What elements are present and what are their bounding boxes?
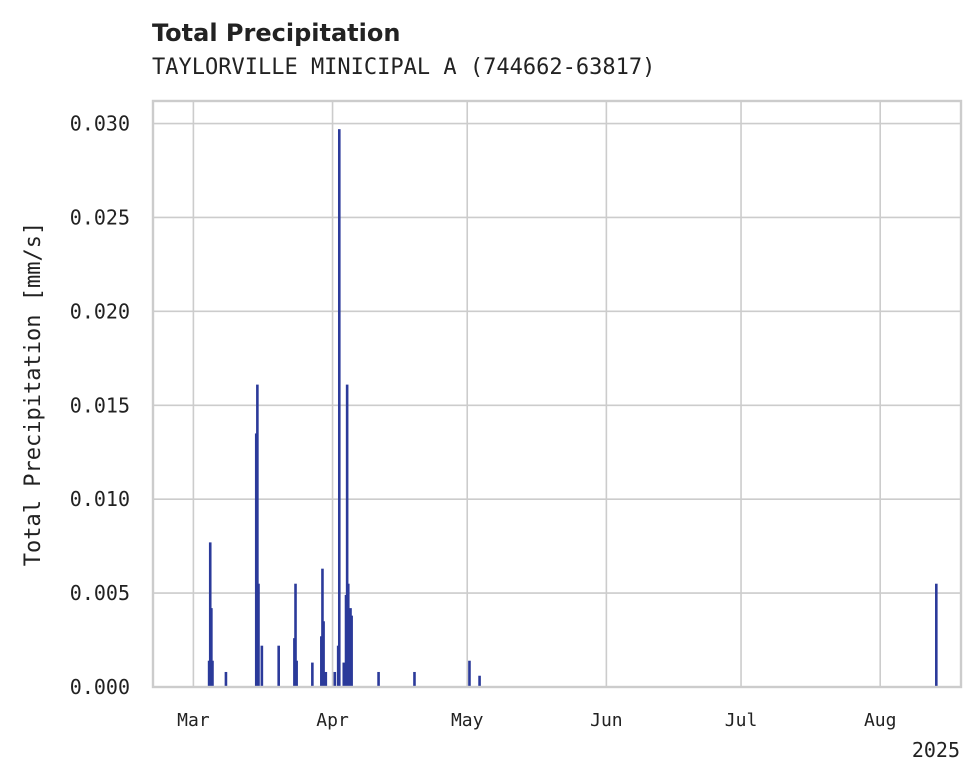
- precipitation-bar: [277, 645, 280, 687]
- precipitation-bar: [346, 583, 350, 687]
- precipitation-bar: [211, 660, 214, 687]
- precipitation-bar: [295, 660, 298, 687]
- grid-lines: [153, 101, 961, 688]
- x-tick-label: Jul: [725, 710, 758, 731]
- precipitation-bar: [333, 671, 337, 687]
- precipitation-bar: [413, 671, 416, 687]
- x-tick-label: Apr: [316, 710, 349, 731]
- precipitation-bars: [207, 129, 938, 688]
- y-tick-label: 0.000: [70, 675, 130, 699]
- x-tick-label: Jun: [590, 710, 623, 731]
- precipitation-bar: [260, 645, 264, 687]
- precipitation-bar: [311, 662, 314, 687]
- precipitation-bar: [337, 129, 341, 688]
- y-tick-label: 0.010: [70, 487, 130, 511]
- precipitation-bar: [345, 384, 349, 687]
- y-tick-label: 0.030: [70, 112, 130, 136]
- y-axis-label: Total Precipitation [mm/s]: [21, 222, 46, 566]
- precipitation-bar: [257, 583, 260, 687]
- precipitation-bar: [294, 583, 297, 687]
- plot-frame: [151, 99, 963, 689]
- y-axis-ticks: 0.000 0.005 0.010 0.015 0.020 0.025 0.030: [70, 112, 130, 699]
- precipitation-bar: [935, 583, 938, 687]
- precipitation-bar: [224, 671, 228, 687]
- y-tick-label: 0.025: [70, 205, 130, 229]
- precipitation-bar: [342, 662, 346, 687]
- precipitation-bar: [322, 621, 325, 687]
- x-axis-offset-label: 2025: [912, 738, 960, 762]
- x-tick-label: Mar: [177, 710, 210, 731]
- x-tick-label: May: [451, 710, 484, 731]
- precipitation-bar: [324, 671, 328, 687]
- precipitation-bar: [377, 671, 380, 687]
- precipitation-bar: [256, 384, 259, 687]
- precipitation-bar: [210, 608, 213, 687]
- precipitation-bar: [468, 660, 471, 687]
- chart-title: Total Precipitation: [152, 19, 400, 47]
- chart-subtitle: TAYLORVILLE MINICIPAL A (744662-63817): [152, 55, 655, 80]
- y-tick-label: 0.020: [70, 299, 130, 323]
- y-tick-label: 0.015: [70, 393, 130, 417]
- precipitation-bar: [478, 675, 481, 687]
- x-tick-label: Aug: [864, 710, 897, 731]
- y-tick-label: 0.005: [70, 581, 130, 605]
- precipitation-bar: [350, 615, 353, 687]
- x-axis-ticks: Mar Apr May Jun Jul Aug: [177, 710, 896, 731]
